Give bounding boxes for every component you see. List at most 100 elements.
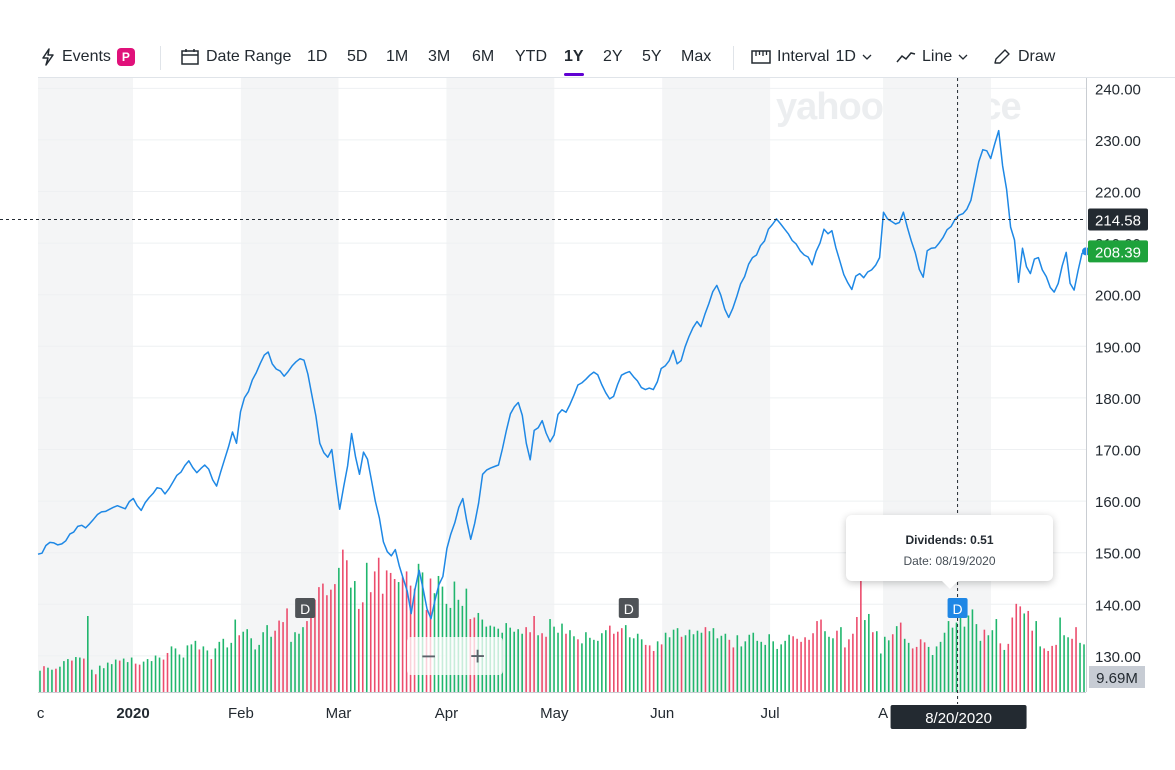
- volume-bar: [365, 562, 368, 692]
- dividend-marker-label: D: [300, 601, 310, 617]
- volume-bar: [302, 627, 304, 692]
- volume-bar: [676, 628, 679, 692]
- dividend-marker-label: D: [624, 601, 634, 617]
- volume-bar: [198, 649, 201, 692]
- zoom-out-button[interactable]: −: [421, 641, 437, 671]
- volume-bar: [262, 632, 264, 692]
- y-tick-label: 230.00: [1095, 133, 1141, 150]
- range-5y[interactable]: 5Y: [642, 48, 662, 65]
- dividend-marker[interactable]: [295, 598, 316, 618]
- chart-type-dropdown[interactable]: Line: [896, 48, 968, 66]
- events-label: Events: [62, 48, 111, 65]
- events-button[interactable]: Events P: [40, 48, 135, 66]
- x-tick-label: Mar: [326, 705, 352, 722]
- volume-bar: [541, 633, 543, 692]
- volume-bar: [338, 567, 340, 692]
- volume-bar: [545, 636, 547, 692]
- range-ytd[interactable]: YTD: [515, 48, 547, 65]
- volume-bar: [883, 636, 886, 692]
- volume-bar: [589, 637, 591, 692]
- volume-bar: [278, 620, 280, 692]
- volume-bar: [242, 631, 245, 692]
- month-band: [38, 78, 134, 692]
- volume-bar: [856, 617, 858, 692]
- range-1d[interactable]: 1D: [307, 48, 328, 65]
- volume-bar: [90, 669, 93, 692]
- volume-bar: [334, 584, 336, 692]
- volume-bar: [98, 665, 101, 692]
- range-5d[interactable]: 5D: [347, 48, 368, 65]
- x-tick-label: Jun: [650, 705, 674, 722]
- volume-bar: [246, 629, 249, 692]
- volume-bar: [75, 657, 77, 692]
- volume-bar: [935, 646, 938, 692]
- volume-bar: [565, 633, 567, 692]
- volume-bar: [1047, 650, 1049, 692]
- volume-bar: [620, 628, 623, 692]
- volume-bar: [601, 633, 603, 692]
- range-6m[interactable]: 6M: [472, 48, 495, 65]
- volume-bar: [126, 662, 129, 692]
- volume-bar: [971, 609, 974, 692]
- range-3m[interactable]: 3M: [428, 48, 451, 65]
- toolbar-divider: [160, 46, 161, 70]
- volume-bar: [114, 659, 117, 692]
- volume-bar: [632, 638, 635, 692]
- volume-bar: [1075, 627, 1077, 692]
- range-max[interactable]: Max: [681, 48, 712, 65]
- volume-bar: [282, 622, 284, 692]
- dividend-marker[interactable]: [618, 598, 639, 618]
- volume-bar: [234, 619, 237, 692]
- range-1y[interactable]: 1Y: [564, 48, 584, 65]
- volume-bar: [1051, 645, 1053, 692]
- volume-bar: [593, 639, 595, 692]
- chevron-down-icon: [862, 54, 872, 60]
- volume-bar: [561, 623, 563, 692]
- y-tick-label: 160.00: [1095, 494, 1141, 511]
- volume-bar: [903, 638, 906, 692]
- volume-bar: [848, 639, 850, 692]
- zoom-in-button[interactable]: +: [470, 641, 486, 671]
- interval-dropdown[interactable]: Interval 1D: [751, 48, 872, 66]
- toolbar-divider: [733, 46, 734, 70]
- volume-bar: [752, 632, 755, 692]
- volume-bar: [286, 608, 288, 692]
- volume-bar: [716, 638, 719, 692]
- volume-bar: [872, 632, 874, 692]
- volume-bar: [318, 587, 320, 692]
- date-range-label: Date Range: [206, 48, 292, 65]
- line-chart-icon: [896, 52, 916, 63]
- volume-bar: [999, 643, 1002, 692]
- volume-bar: [1019, 606, 1022, 692]
- volume-bar: [1067, 637, 1069, 692]
- y-tick-label: 190.00: [1095, 339, 1141, 356]
- volume-bar: [772, 641, 774, 692]
- volume-bar: [210, 659, 213, 692]
- volume-bar: [1059, 617, 1061, 692]
- draw-button[interactable]: Draw: [992, 48, 1055, 66]
- volume-bar: [732, 647, 735, 692]
- volume-bar: [369, 592, 372, 692]
- current-price-badge: [1088, 240, 1148, 263]
- volume-bar: [577, 639, 579, 692]
- volume-bar: [393, 579, 396, 692]
- volume-bar: [437, 575, 440, 692]
- volume-bar: [154, 655, 157, 692]
- volume-bar: [764, 644, 767, 692]
- volume-bar: [557, 632, 559, 692]
- dividend-marker[interactable]: [947, 598, 968, 618]
- range-1m[interactable]: 1M: [386, 48, 409, 65]
- date-range-button[interactable]: Date Range: [180, 48, 291, 66]
- volume-bar: [1083, 644, 1085, 692]
- volume-bar: [421, 572, 424, 692]
- volume-bar: [87, 616, 89, 692]
- range-2y[interactable]: 2Y: [603, 48, 623, 65]
- volume-bar: [417, 563, 420, 692]
- volume-bar: [310, 608, 312, 692]
- volume-bar: [306, 621, 308, 692]
- volume-bar: [254, 649, 256, 692]
- volume-bar: [162, 659, 165, 692]
- volume-bar: [939, 641, 942, 692]
- volume-bar: [927, 646, 930, 692]
